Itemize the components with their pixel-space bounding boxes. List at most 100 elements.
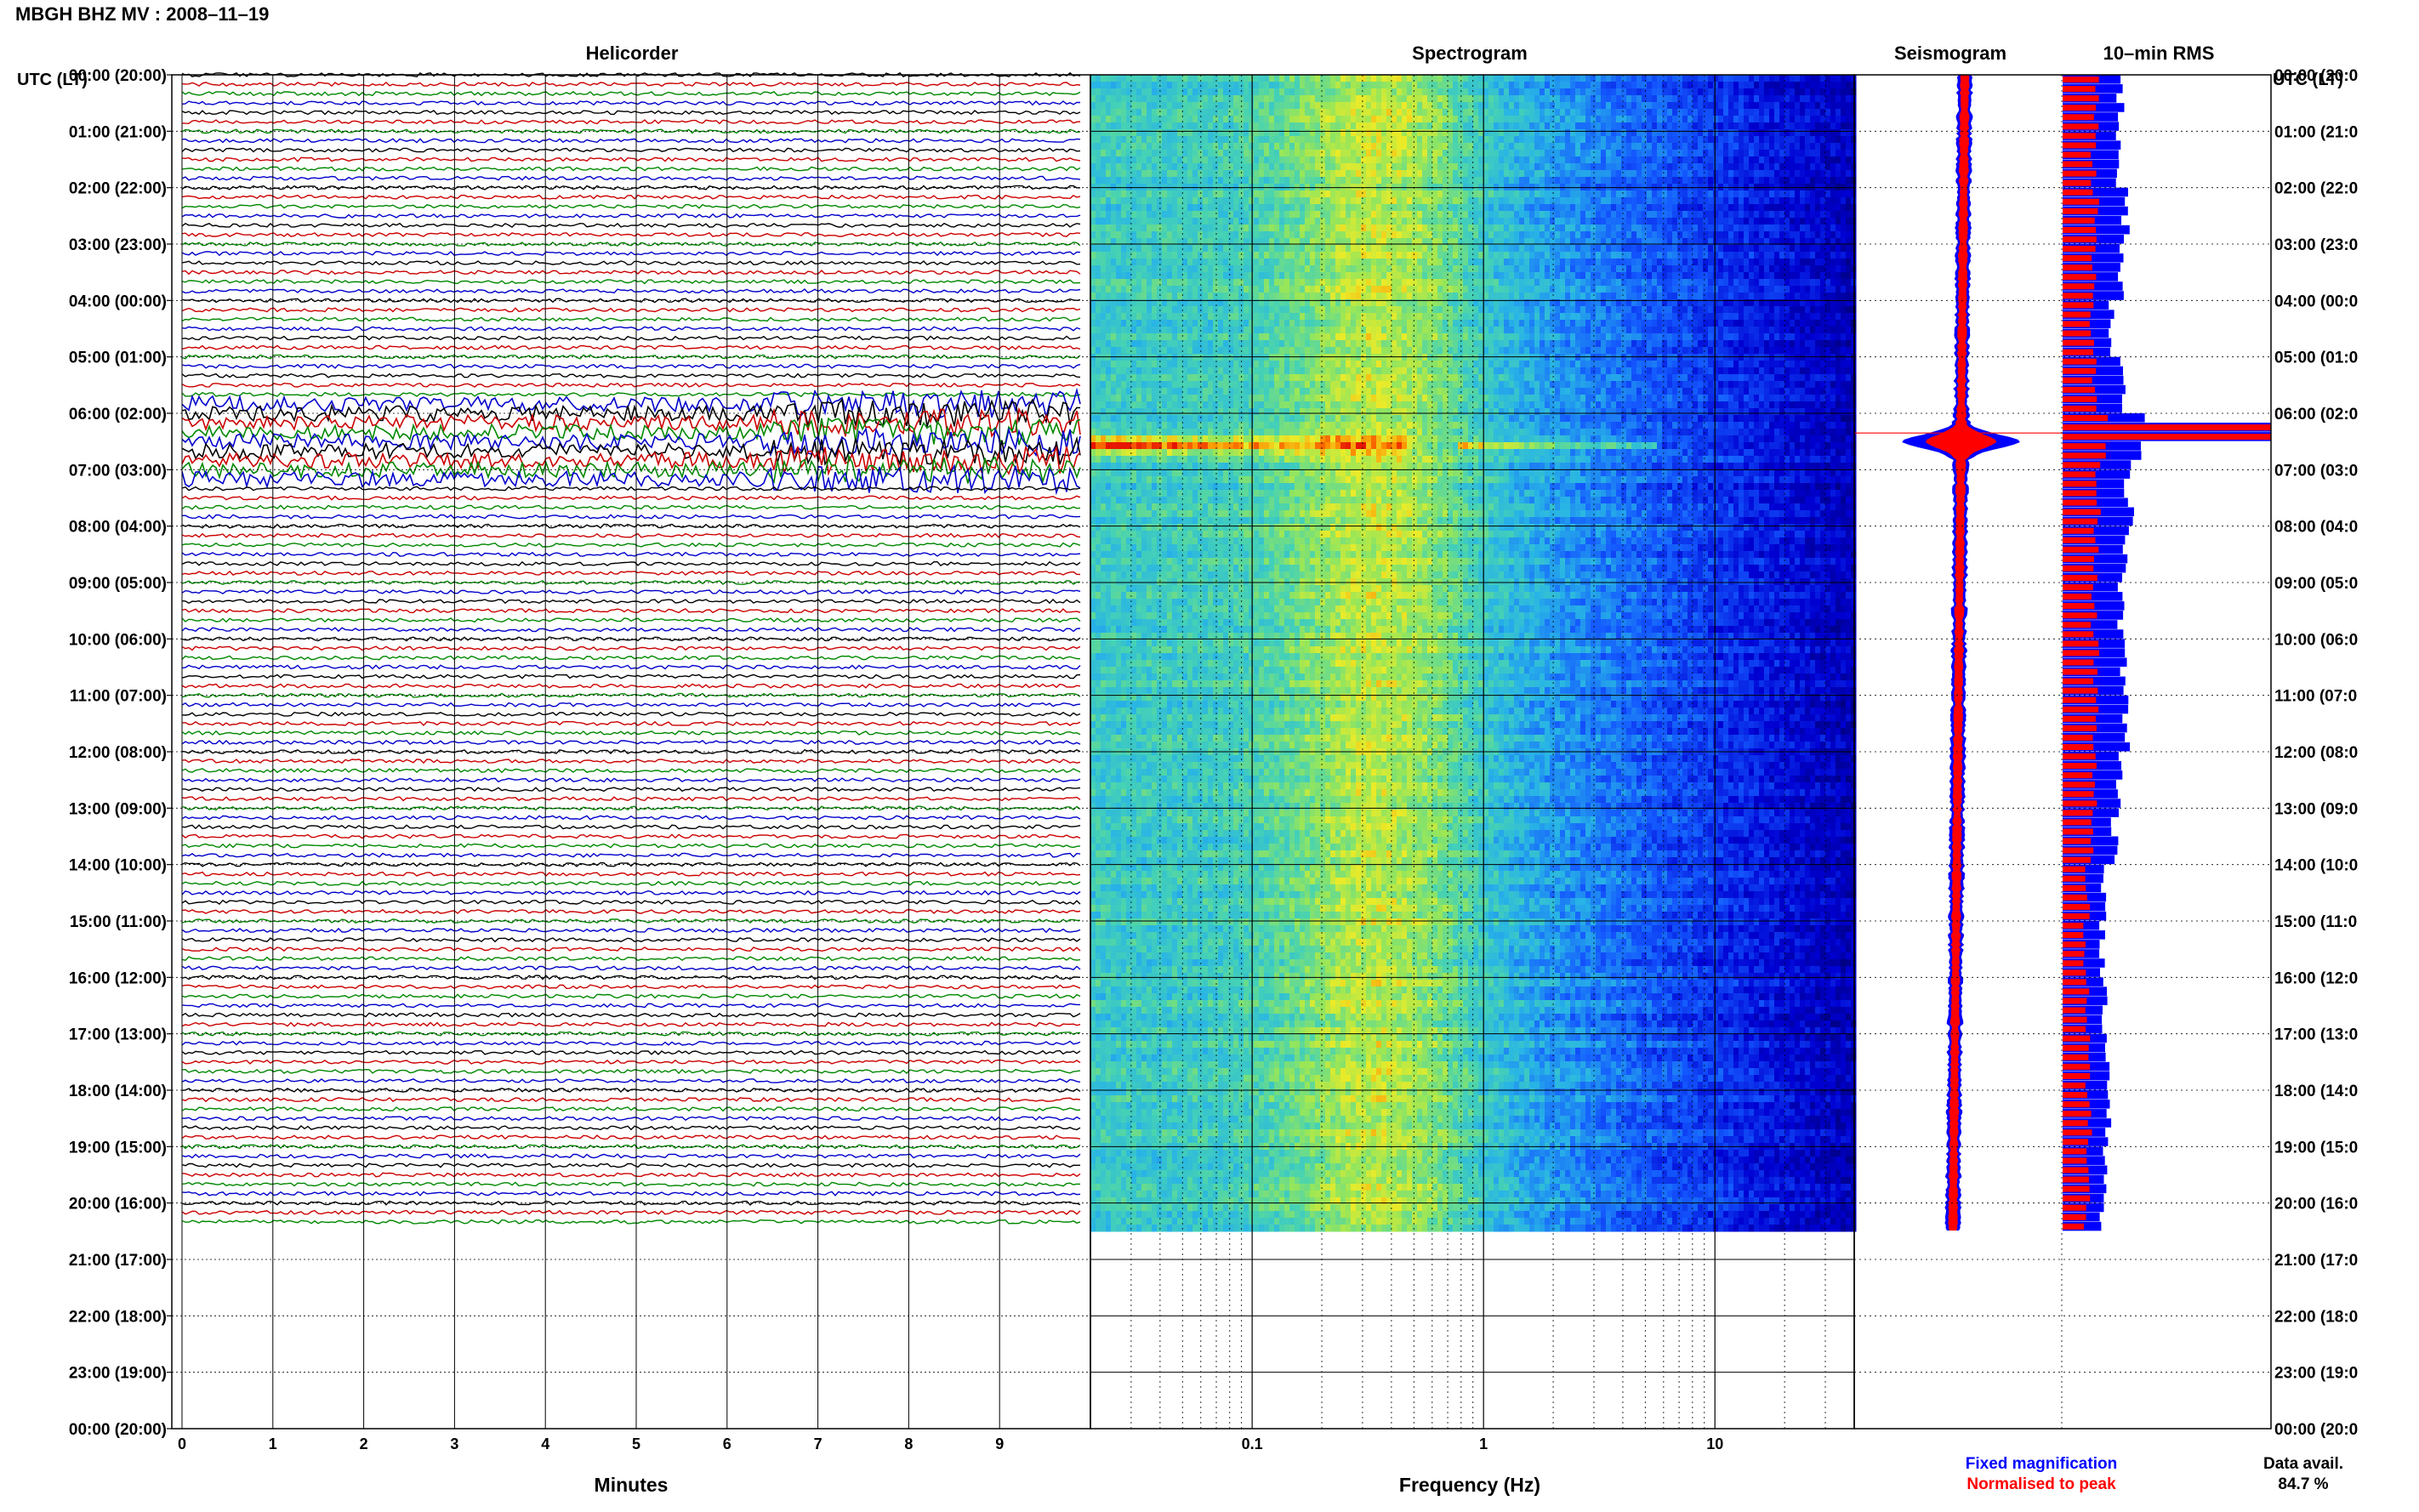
spectrogram-cell (1269, 143, 1275, 151)
spectrogram-cell (1555, 109, 1561, 117)
spectrogram-cell (1621, 245, 1627, 253)
spectrogram-cell (1830, 279, 1836, 287)
spectrogram-cell (1203, 109, 1209, 117)
spectrogram-cell (1534, 204, 1540, 212)
spectrogram-cell (1611, 82, 1617, 89)
spectrogram-cell (1172, 231, 1178, 239)
spectrogram-cell (1238, 293, 1244, 300)
spectrogram-cell (1315, 272, 1321, 280)
spectrogram-cell (1713, 116, 1719, 123)
spectrogram-cell (1448, 279, 1454, 287)
spectrogram-cell (1264, 218, 1270, 225)
spectrogram-cell (1335, 170, 1341, 178)
spectrogram-cell (1208, 225, 1214, 232)
spectrogram-cell (1534, 231, 1540, 239)
spectrogram-cell (1825, 122, 1831, 130)
spectrogram-cell (1682, 116, 1688, 123)
spectrogram-cell (1529, 245, 1535, 253)
spectrogram-cell (1223, 75, 1229, 82)
spectrogram-cell (1846, 143, 1852, 151)
spectrogram-cell (1636, 293, 1642, 300)
spectrogram-cell (1662, 245, 1668, 253)
spectrogram-cell (1519, 197, 1525, 205)
spectrogram-cell (1764, 272, 1770, 280)
spectrogram-cell (1805, 259, 1811, 266)
spectrogram-cell (1330, 122, 1336, 130)
spectrogram-cell (1141, 252, 1147, 259)
spectrogram-cell (1764, 116, 1770, 123)
spectrogram-cell (1192, 150, 1198, 157)
spectrogram-cell (1555, 88, 1561, 96)
spectrogram-cell (1846, 95, 1852, 103)
spectrogram-cell (1703, 279, 1709, 287)
spectrogram-cell (1264, 177, 1270, 185)
spectrogram-cell (1636, 259, 1642, 266)
spectrogram-cell (1386, 102, 1392, 110)
spectrogram-cell (1672, 265, 1678, 273)
spectrogram-cell (1606, 231, 1612, 239)
spectrogram-cell (1407, 252, 1413, 259)
spectrogram-cell (1601, 82, 1607, 89)
spectrogram-cell (1096, 156, 1101, 164)
spectrogram-cell (1739, 231, 1745, 239)
spectrogram-cell (1682, 136, 1688, 144)
spectrogram-cell (1825, 259, 1831, 266)
spectrogram-cell (1820, 218, 1826, 225)
spectrogram-cell (1790, 102, 1796, 110)
spectrogram-cell (1810, 211, 1816, 219)
spectrogram-cell (1254, 82, 1260, 89)
spectrogram-cell (1453, 279, 1459, 287)
spectrogram-cell (1254, 143, 1260, 151)
spectrogram-cell (1616, 88, 1622, 96)
spectrogram-cell (1672, 156, 1678, 164)
spectrogram-cell (1192, 204, 1198, 212)
spectrogram-cell (1096, 293, 1101, 300)
spectrogram-cell (1739, 293, 1745, 300)
spectrogram-cell (1371, 88, 1377, 96)
spectrogram-cell (1223, 109, 1229, 117)
spectrogram-cell (1101, 75, 1107, 82)
spectrogram-cell (1157, 82, 1163, 89)
spectrogram-cell (1723, 252, 1729, 259)
spectrogram-cell (1192, 265, 1198, 273)
spectrogram-cell (1198, 82, 1204, 89)
spectrogram-cell (1448, 177, 1454, 185)
spectrogram-cell (1320, 259, 1326, 266)
spectrogram-cell (1611, 150, 1617, 157)
spectrogram-cell (1330, 143, 1336, 151)
spectrogram-cell (1601, 286, 1607, 293)
spectrogram-cell (1284, 170, 1290, 178)
spectrogram-cell (1815, 156, 1821, 164)
spectrogram-cell (1585, 75, 1591, 82)
spectrogram-cell (1703, 95, 1709, 103)
spectrogram-cell (1264, 197, 1270, 205)
spectrogram-cell (1386, 116, 1392, 123)
spectrogram-cell (1443, 88, 1449, 96)
spectrogram-cell (1805, 211, 1811, 219)
spectrogram-cell (1509, 259, 1515, 266)
spectrogram-cell (1483, 88, 1489, 96)
spectrogram-cell (1172, 75, 1178, 82)
spectrogram-cell (1366, 190, 1372, 198)
spectrogram-cell (1228, 245, 1234, 253)
spectrogram-cell (1800, 150, 1806, 157)
spectrogram-cell (1836, 150, 1841, 157)
spectrogram-cell (1162, 75, 1168, 82)
spectrogram-cell (1841, 190, 1847, 198)
spectrogram-cell (1529, 136, 1535, 144)
spectrogram-cell (1611, 197, 1617, 205)
spectrogram-cell (1213, 177, 1219, 185)
spectrogram-cell (1147, 82, 1153, 89)
spectrogram-cell (1116, 75, 1122, 82)
spectrogram-cell (1621, 190, 1627, 198)
spectrogram-cell (1836, 190, 1841, 198)
spectrogram-cell (1596, 88, 1602, 96)
spectrogram-cell (1463, 129, 1469, 137)
spectrogram-cell (1606, 75, 1612, 82)
spectrogram-cell (1346, 252, 1352, 259)
spectrogram-cell (1636, 197, 1642, 205)
spectrogram-cell (1233, 82, 1239, 89)
spectrogram-cell (1841, 163, 1847, 171)
spectrogram-cell (1616, 211, 1622, 219)
spectrogram-cell (1703, 129, 1709, 137)
